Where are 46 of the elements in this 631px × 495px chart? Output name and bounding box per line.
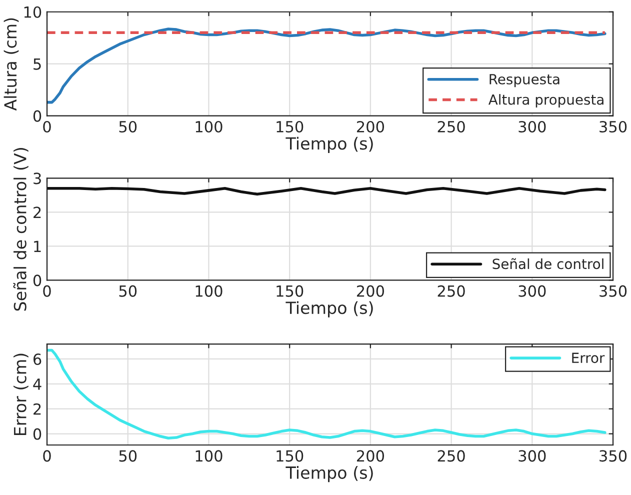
y-tick-label: 2 [34,403,41,415]
y-tick-label: 0 [33,428,42,440]
line-series [47,348,606,440]
x-tick-label: 250 [438,120,465,133]
x-axis-title: Tiempo (s) [286,136,373,153]
x-tick-label: 150 [276,120,304,133]
x-axis-title: Tiempo (s) [286,301,373,318]
x-tick-label: 50 [119,285,137,297]
x-tick-label: 200 [356,120,384,133]
x-tick-label: 0 [43,285,51,297]
x-tick-label: 50 [119,120,137,133]
x-tick-label: 200 [356,450,384,462]
y-tick-label: 6 [33,353,42,366]
y-axis-title: Altura (cm) [4,18,19,111]
x-tick-label: 100 [196,450,222,462]
x-tick-label: 150 [276,450,304,462]
legend-label: Señal de control [492,258,604,270]
y-tick-label: 3 [34,172,41,184]
y-tick-label: 5 [34,58,41,70]
y-axis-title: Error (cm) [14,354,28,436]
y-tick-label: 2 [34,206,41,218]
legend-label: Altura propuesta [488,94,604,108]
x-axis-title: Tiempo (s) [286,466,373,482]
x-tick-label: 300 [518,120,546,133]
x-tick-label: 350 [600,285,627,297]
x-tick-label: 100 [196,285,222,297]
y-tick-label: 10 [24,6,42,18]
y-tick-label: 4 [33,378,42,390]
x-tick-label: 0 [43,120,51,133]
y-tick-label: 1 [34,240,41,252]
y-axis-title: Señal de control (V) [13,148,28,311]
x-tick-label: 150 [276,285,304,297]
x-tick-label: 50 [119,450,137,462]
x-tick-label: 300 [518,450,546,462]
x-tick-label: 350 [600,120,627,133]
x-tick-label: 100 [196,120,222,133]
y-tick-label: 0 [33,110,42,122]
x-tick-label: 250 [438,285,465,297]
x-tick-label: 200 [356,285,384,297]
x-tick-label: 300 [518,285,546,297]
x-tick-label: 0 [43,450,51,462]
legend-label: Error [572,352,605,364]
x-tick-label: 250 [438,450,465,462]
y-tick-label: 0 [33,274,42,286]
x-tick-label: 350 [600,450,627,462]
legend-label: Respuesta [490,74,560,88]
